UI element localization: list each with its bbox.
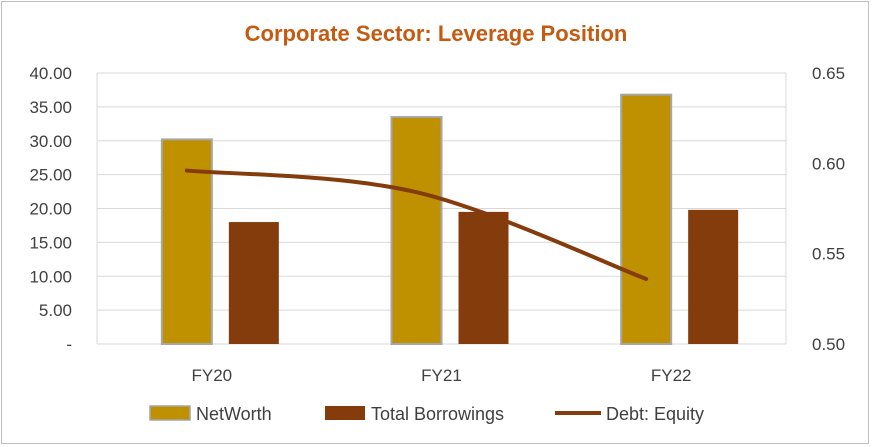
left-tick-label: 15.00 xyxy=(29,233,72,252)
left-tick-label: 30.00 xyxy=(29,132,72,151)
legend-swatch xyxy=(325,406,365,420)
right-tick-label: 0.50 xyxy=(812,335,845,354)
left-tick-label: 20.00 xyxy=(29,200,72,219)
right-axis-ticks: 0.50 0.55 0.60 0.65 xyxy=(812,64,845,354)
legend-label: NetWorth xyxy=(196,404,272,424)
category-labels: FY20 FY21 FY22 xyxy=(192,366,692,385)
category-label: FY22 xyxy=(651,366,692,385)
legend: NetWorth Total Borrowings Debt: Equity xyxy=(149,404,704,424)
left-tick-label: 35.00 xyxy=(29,98,72,117)
bar-total-borrowings xyxy=(458,211,509,344)
left-tick-label: - xyxy=(66,335,72,354)
right-tick-label: 0.55 xyxy=(812,245,845,264)
category-label: FY21 xyxy=(421,366,462,385)
legend-swatch xyxy=(149,405,191,421)
chart-title: Corporate Sector: Leverage Position xyxy=(245,21,628,46)
line-series xyxy=(184,168,649,281)
left-axis-ticks: - 5.00 10.00 15.00 20.00 25.00 30.00 35.00 40.00 xyxy=(29,64,72,354)
bar-series xyxy=(160,93,739,346)
line-debt-equity xyxy=(184,168,649,281)
bar-networth xyxy=(620,93,673,346)
legend-label: Debt: Equity xyxy=(606,404,704,424)
right-tick-label: 0.65 xyxy=(812,64,845,83)
right-tick-label: 0.60 xyxy=(812,154,845,173)
left-tick-label: 25.00 xyxy=(29,166,72,185)
left-tick-label: 10.00 xyxy=(29,267,72,286)
category-label: FY20 xyxy=(192,366,233,385)
left-tick-label: 5.00 xyxy=(39,301,72,320)
bar-total-borrowings xyxy=(228,222,279,344)
legend-label: Total Borrowings xyxy=(371,404,504,424)
bar-total-borrowings xyxy=(688,209,739,344)
left-tick-label: 40.00 xyxy=(29,64,72,83)
bar-networth xyxy=(390,116,443,345)
